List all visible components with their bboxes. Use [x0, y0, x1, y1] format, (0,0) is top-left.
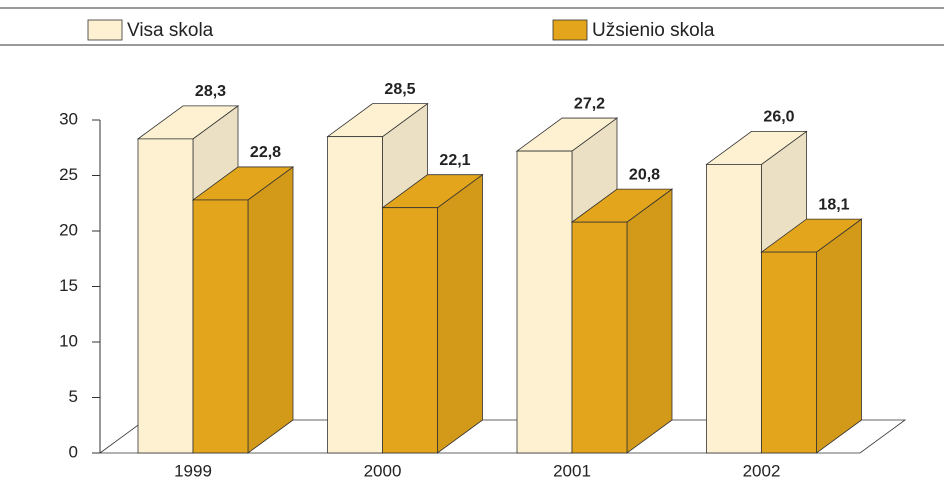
- value-label: 22,8: [250, 144, 281, 161]
- value-label: 28,3: [195, 83, 226, 100]
- y-tick-label: 5: [69, 387, 78, 406]
- x-tick-label: 1999: [174, 461, 212, 480]
- value-label: 26,0: [763, 109, 794, 126]
- y-tick-label: 25: [59, 165, 78, 184]
- y-tick-label: 0: [69, 442, 78, 461]
- bar-front: [761, 251, 817, 454]
- bar-front: [192, 199, 249, 454]
- legend-label: Užsienio skola: [592, 20, 715, 41]
- y-tick-label: 30: [59, 109, 78, 128]
- bar-front: [571, 221, 628, 454]
- bar-front: [382, 207, 438, 454]
- y-tick-label: 15: [59, 276, 78, 295]
- bar-side: [247, 166, 294, 454]
- bar: [191, 166, 295, 454]
- x-tick-label: 2000: [364, 461, 402, 480]
- value-label: 20,8: [629, 166, 660, 183]
- bar: [760, 218, 863, 454]
- bar: [570, 188, 674, 454]
- value-label: 22,1: [439, 152, 470, 169]
- value-label: 28,5: [384, 81, 415, 98]
- y-tick-label: 10: [59, 331, 78, 350]
- bar-front: [706, 163, 762, 454]
- legend-swatch: [87, 19, 123, 41]
- bar-front: [137, 138, 194, 454]
- x-tick-label: 2002: [743, 461, 781, 480]
- bar: [381, 173, 484, 454]
- legend-swatch: [552, 19, 588, 41]
- bar-side: [816, 218, 862, 454]
- value-label: 27,2: [574, 95, 605, 112]
- bar-front: [516, 150, 573, 454]
- bar-front: [327, 136, 383, 454]
- legend-label: Visa skola: [127, 20, 214, 41]
- bar-side: [626, 188, 673, 454]
- x-tick-label: 2001: [553, 461, 591, 480]
- y-tick-label: 20: [59, 220, 78, 239]
- bar-side: [437, 173, 483, 454]
- value-label: 18,1: [818, 196, 849, 213]
